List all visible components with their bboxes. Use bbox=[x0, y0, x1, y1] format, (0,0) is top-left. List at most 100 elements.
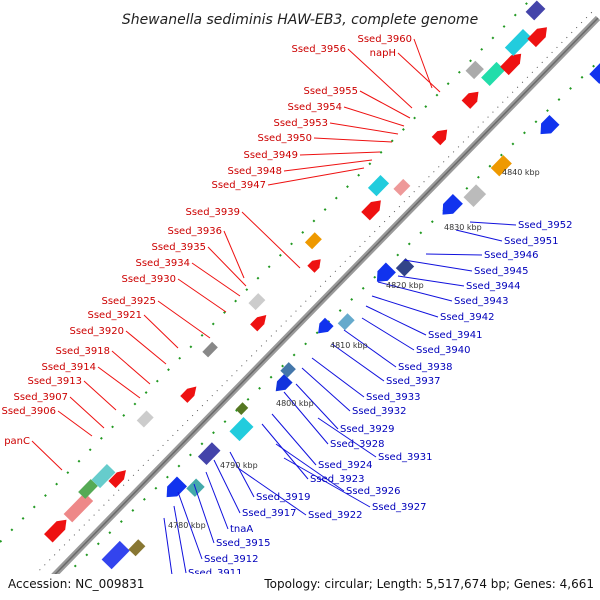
gene-glyph bbox=[250, 314, 267, 332]
gene-label-reverse: Ssed_3912 bbox=[204, 554, 259, 565]
gene-label-reverse: Ssed_3924 bbox=[318, 460, 373, 471]
leader-forward-12 bbox=[207, 246, 247, 287]
gene-glyph bbox=[136, 410, 154, 428]
gene-glyph bbox=[395, 258, 415, 277]
gene-label-reverse: Ssed_3944 bbox=[466, 281, 521, 292]
gene-label-forward: Ssed_3913 bbox=[27, 376, 82, 387]
gene-label-reverse: Ssed_3940 bbox=[416, 345, 471, 356]
leader-reverse-18 bbox=[275, 443, 345, 492]
gene-label-reverse: Ssed_3929 bbox=[340, 424, 395, 435]
gene-glyph bbox=[108, 470, 126, 488]
gene-glyph bbox=[431, 129, 448, 146]
gene-glyph bbox=[525, 0, 546, 21]
leader-reverse-20 bbox=[229, 451, 255, 498]
leader-forward-13 bbox=[191, 262, 241, 297]
leader-forward-6 bbox=[313, 137, 393, 143]
gene-label-reverse: Ssed_3917 bbox=[242, 508, 297, 519]
leader-forward-3 bbox=[359, 90, 411, 119]
gene-glyph bbox=[442, 193, 463, 215]
gene-glyph bbox=[101, 540, 130, 570]
leader-forward-2 bbox=[347, 48, 413, 109]
gene-label-forward: Ssed_3947 bbox=[211, 180, 266, 191]
gene-label-reverse: Ssed_3931 bbox=[378, 452, 433, 463]
gene-glyph bbox=[504, 29, 532, 56]
leader-reverse-19 bbox=[283, 457, 371, 508]
leader-reverse-9 bbox=[343, 329, 397, 368]
gene-glyph bbox=[540, 114, 560, 135]
gene-glyph bbox=[235, 402, 249, 415]
leader-reverse-5 bbox=[377, 281, 453, 302]
gene-glyph bbox=[376, 262, 396, 282]
gene-label-forward: Ssed_3906 bbox=[1, 406, 56, 417]
leader-reverse-1 bbox=[455, 229, 503, 242]
gene-label-forward: Ssed_3939 bbox=[185, 207, 240, 218]
leader-reverse-22 bbox=[213, 459, 241, 514]
gene-glyph bbox=[500, 53, 522, 76]
gene-glyph bbox=[180, 386, 197, 403]
gene-label-reverse: Ssed_3941 bbox=[428, 330, 483, 341]
leader-forward-21 bbox=[69, 396, 105, 429]
leader-reverse-16 bbox=[271, 413, 317, 466]
leader-forward-1 bbox=[397, 52, 441, 93]
tick-label: 4790 kbp bbox=[220, 461, 258, 470]
gene-label-forward: Ssed_3936 bbox=[167, 226, 222, 237]
gene-glyph bbox=[461, 91, 479, 109]
gene-label-reverse: Ssed_3922 bbox=[308, 510, 363, 521]
gene-glyph bbox=[490, 155, 512, 177]
gene-glyph bbox=[197, 442, 221, 465]
gene-label-reverse: Ssed_3952 bbox=[518, 220, 573, 231]
gene-glyph bbox=[166, 476, 187, 498]
gene-glyph bbox=[44, 519, 67, 543]
tick-label: 4780 kbp bbox=[168, 521, 206, 530]
gene-label-forward: Ssed_3955 bbox=[303, 86, 358, 97]
leader-forward-15 bbox=[157, 300, 211, 339]
leader-forward-18 bbox=[111, 350, 151, 385]
footer-band bbox=[0, 574, 600, 600]
leader-reverse-23 bbox=[205, 471, 229, 530]
gene-label-reverse: Ssed_3923 bbox=[310, 474, 365, 485]
leader-reverse-10 bbox=[331, 343, 385, 382]
leader-forward-20 bbox=[83, 380, 117, 411]
gene-glyph bbox=[337, 313, 355, 331]
leader-lines bbox=[31, 38, 517, 590]
gene-label-reverse: tnaA bbox=[230, 524, 253, 535]
gene-glyph bbox=[527, 27, 547, 48]
gene-glyph bbox=[202, 341, 218, 358]
gene-label-reverse: Ssed_3943 bbox=[454, 296, 509, 307]
gene-label-reverse: Ssed_3938 bbox=[398, 362, 453, 373]
gene-label-forward: Ssed_3954 bbox=[287, 102, 342, 113]
gene-glyph bbox=[307, 259, 321, 273]
leader-forward-23 bbox=[31, 440, 63, 471]
gene-labels: Ssed_3960 napH Ssed_3956 Ssed_3955 Ssed_3954… bbox=[1, 34, 572, 595]
gene-label-reverse: Ssed_3928 bbox=[330, 439, 385, 450]
leader-reverse-25 bbox=[177, 491, 203, 560]
gene-label-forward: Ssed_3960 bbox=[357, 34, 412, 45]
gene-label-reverse: Ssed_3919 bbox=[256, 492, 311, 503]
gene-glyph bbox=[481, 61, 506, 86]
gene-glyph bbox=[128, 539, 146, 557]
leader-reverse-17 bbox=[261, 423, 309, 480]
gene-label-reverse: Ssed_3946 bbox=[484, 250, 539, 261]
tick-labels: 4780 kbp 4790 kbp 4800 kbp 4810 kbp 4820 kbp… bbox=[168, 168, 540, 530]
gene-glyph bbox=[78, 479, 98, 499]
accession-text: Accession: NC_009831 bbox=[8, 577, 144, 591]
leader-reverse-0 bbox=[469, 221, 517, 226]
tick-label: 4800 kbp bbox=[276, 399, 314, 408]
leader-reverse-11 bbox=[311, 357, 365, 398]
leader-forward-16 bbox=[143, 314, 179, 349]
gene-label-reverse: Ssed_3911 bbox=[188, 568, 243, 579]
leader-forward-22 bbox=[57, 410, 93, 437]
gene-label-reverse: Ssed_3926 bbox=[346, 486, 401, 497]
gene-label-reverse: Ssed_3942 bbox=[440, 312, 495, 323]
gene-glyph bbox=[465, 60, 484, 80]
gene-label-forward: Ssed_3949 bbox=[243, 150, 298, 161]
gene-label-forward: Ssed_3934 bbox=[135, 258, 190, 269]
leader-forward-11 bbox=[223, 230, 245, 279]
gene-glyph bbox=[304, 232, 322, 250]
leader-forward-7 bbox=[299, 151, 381, 156]
gene-label-forward: Ssed_3920 bbox=[69, 326, 124, 337]
topology-text: Topology: circular; Length: 5,517,674 bp… bbox=[263, 577, 594, 591]
gene-label-forward: Ssed_3948 bbox=[227, 166, 282, 177]
